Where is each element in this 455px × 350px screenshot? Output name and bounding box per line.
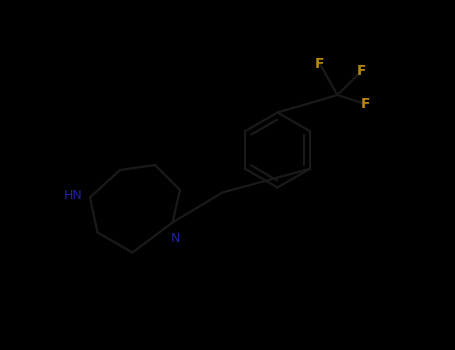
Text: N: N <box>170 231 180 245</box>
Text: F: F <box>315 57 325 71</box>
Text: F: F <box>357 64 366 78</box>
Text: HN: HN <box>64 189 82 202</box>
Text: F: F <box>360 97 370 111</box>
